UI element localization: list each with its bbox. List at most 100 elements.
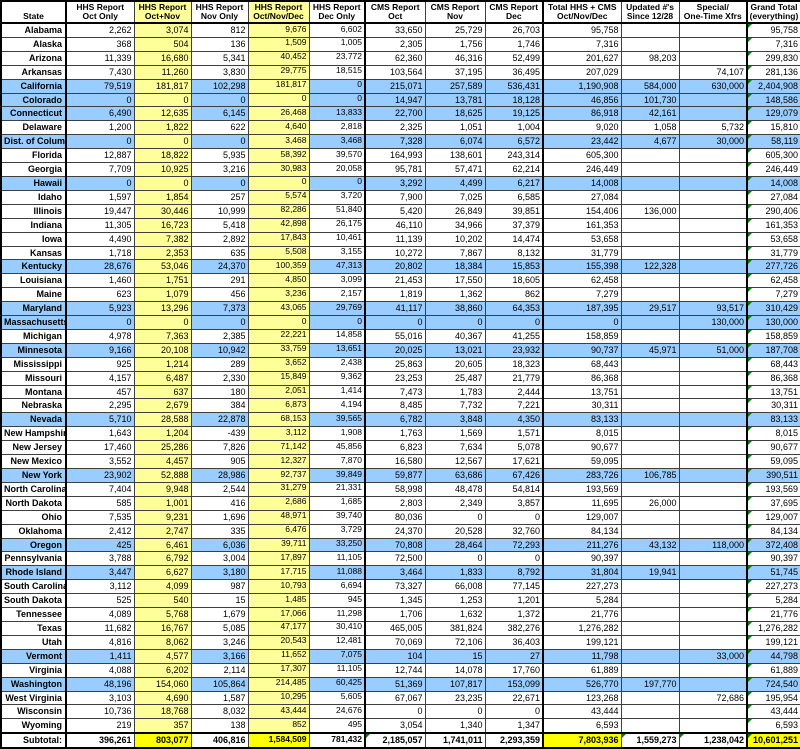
- cell-total[interactable]: 30,311: [542, 398, 622, 414]
- cell-cms_oct[interactable]: 6,782: [364, 412, 426, 428]
- cell-hhs_nov[interactable]: 0: [190, 134, 249, 150]
- cell-cms_nov[interactable]: 15: [424, 648, 486, 664]
- column-header-hhs-dec-only[interactable]: HHS Report Dec Only: [308, 0, 366, 24]
- cell-total[interactable]: 7,803,936: [542, 732, 622, 749]
- cell-special[interactable]: [678, 620, 748, 636]
- cell-cms_dec[interactable]: 1,571: [484, 426, 544, 442]
- cell-grand[interactable]: 7,316: [746, 36, 800, 52]
- cell-cms_oct[interactable]: 21,453: [364, 273, 426, 289]
- cell-grand[interactable]: 605,300: [746, 148, 800, 164]
- cell-cms_nov[interactable]: 1,741,011: [424, 732, 486, 749]
- cell-updated[interactable]: 98,203: [620, 50, 680, 66]
- cell-cms_dec[interactable]: 862: [484, 287, 544, 303]
- cell-cms_oct[interactable]: 33,650: [364, 22, 426, 38]
- cell-cms_dec[interactable]: 1,201: [484, 593, 544, 609]
- cell-hhs_nov[interactable]: 3,246: [190, 634, 249, 650]
- cell-special[interactable]: [678, 245, 748, 261]
- state-name-cell[interactable]: Georgia: [0, 162, 67, 177]
- cell-updated[interactable]: [620, 593, 680, 609]
- cell-cms_dec[interactable]: 243,314: [484, 148, 544, 164]
- cell-special[interactable]: [678, 273, 748, 289]
- cell-cms_nov[interactable]: 66,008: [424, 579, 486, 595]
- cell-special[interactable]: [678, 92, 748, 108]
- cell-total[interactable]: 605,300: [542, 148, 622, 164]
- cell-hhs_ond[interactable]: 33,759: [247, 342, 310, 358]
- cell-hhs_oct[interactable]: 7,404: [65, 481, 135, 497]
- cell-updated[interactable]: [620, 662, 680, 678]
- cell-hhs_ond[interactable]: 852: [247, 718, 310, 734]
- cell-total[interactable]: 129,007: [542, 509, 622, 525]
- cell-special[interactable]: [678, 704, 748, 720]
- state-name-cell[interactable]: Arkansas: [0, 64, 67, 80]
- state-name-cell[interactable]: North Carolina: [0, 481, 67, 497]
- cell-hhs_ond[interactable]: 3,112: [247, 426, 310, 442]
- cell-hhs_oct[interactable]: 6,490: [65, 106, 135, 122]
- column-header-hhs-oct-only[interactable]: HHS Report Oct Only: [65, 0, 135, 24]
- cell-hhs_octnov[interactable]: 2,747: [133, 523, 192, 539]
- cell-updated[interactable]: [620, 704, 680, 720]
- cell-updated[interactable]: [620, 426, 680, 442]
- cell-hhs_nov[interactable]: 5,418: [190, 217, 249, 233]
- cell-updated[interactable]: [620, 189, 680, 205]
- cell-hhs_ond[interactable]: 17,897: [247, 551, 310, 567]
- cell-special[interactable]: [678, 634, 748, 650]
- cell-hhs_octnov[interactable]: 7,363: [133, 328, 192, 344]
- cell-hhs_nov[interactable]: 406,816: [190, 732, 249, 749]
- cell-cms_oct[interactable]: 20,025: [364, 342, 426, 358]
- cell-total[interactable]: 27,084: [542, 189, 622, 205]
- cell-cms_nov[interactable]: 25,487: [424, 370, 486, 386]
- cell-cms_dec[interactable]: 17,760: [484, 662, 544, 678]
- cell-cms_nov[interactable]: 40,367: [424, 328, 486, 344]
- cell-cms_oct[interactable]: 1,345: [364, 593, 426, 609]
- cell-special[interactable]: [678, 676, 748, 692]
- cell-hhs_octnov[interactable]: 1,079: [133, 287, 192, 303]
- cell-cms_oct[interactable]: 7,473: [364, 384, 426, 400]
- cell-hhs_octnov[interactable]: 6,202: [133, 662, 192, 678]
- cell-hhs_oct[interactable]: 623: [65, 287, 135, 303]
- column-header-grand-total[interactable]: Grand Total (everything): [746, 0, 800, 24]
- cell-hhs_dec[interactable]: 0: [308, 92, 366, 108]
- cell-hhs_oct[interactable]: 0: [65, 92, 135, 108]
- cell-special[interactable]: [678, 328, 748, 344]
- cell-cms_dec[interactable]: 4,350: [484, 412, 544, 428]
- cell-grand[interactable]: 51,745: [746, 565, 800, 581]
- cell-hhs_ond[interactable]: 4,640: [247, 120, 310, 136]
- cell-grand[interactable]: 59,095: [746, 454, 800, 469]
- cell-grand[interactable]: 68,443: [746, 356, 800, 372]
- cell-hhs_ond[interactable]: 48,971: [247, 509, 310, 525]
- cell-special[interactable]: [678, 231, 748, 247]
- column-header-special-xfrs[interactable]: Special/ One-Time Xfrs: [678, 0, 748, 24]
- state-name-cell[interactable]: Colorado: [0, 92, 67, 108]
- cell-cms_nov[interactable]: 3,848: [424, 412, 486, 428]
- cell-total[interactable]: 9,020: [542, 120, 622, 136]
- cell-total[interactable]: 5,284: [542, 593, 622, 609]
- cell-special[interactable]: 630,000: [678, 78, 748, 94]
- cell-grand[interactable]: 95,758: [746, 22, 800, 38]
- cell-hhs_dec[interactable]: 23,772: [308, 50, 366, 66]
- state-name-cell[interactable]: Nebraska: [0, 398, 67, 414]
- cell-cms_oct[interactable]: 70,808: [364, 537, 426, 553]
- cell-total[interactable]: 187,395: [542, 301, 622, 317]
- cell-hhs_nov[interactable]: 1,679: [190, 607, 249, 622]
- cell-special[interactable]: [678, 454, 748, 469]
- cell-total[interactable]: 0: [542, 315, 622, 330]
- cell-hhs_octnov[interactable]: 25,286: [133, 440, 192, 456]
- cell-cms_nov[interactable]: 12,567: [424, 454, 486, 469]
- cell-updated[interactable]: 101,730: [620, 92, 680, 108]
- cell-updated[interactable]: 122,328: [620, 259, 680, 275]
- cell-hhs_ond[interactable]: 17,307: [247, 662, 310, 678]
- cell-hhs_oct[interactable]: 9,166: [65, 342, 135, 358]
- state-name-cell[interactable]: Hawaii: [0, 175, 67, 191]
- cell-special[interactable]: [678, 36, 748, 52]
- cell-total[interactable]: 155,398: [542, 259, 622, 275]
- cell-total[interactable]: 31,779: [542, 245, 622, 261]
- cell-hhs_dec[interactable]: 2,157: [308, 287, 366, 303]
- state-name-cell[interactable]: Ohio: [0, 509, 67, 525]
- cell-hhs_oct[interactable]: 2,262: [65, 22, 135, 38]
- cell-updated[interactable]: [620, 523, 680, 539]
- cell-grand[interactable]: 199,121: [746, 634, 800, 650]
- cell-total[interactable]: 83,133: [542, 412, 622, 428]
- state-name-cell[interactable]: Tennessee: [0, 607, 67, 622]
- cell-grand[interactable]: 14,008: [746, 175, 800, 191]
- cell-cms_nov[interactable]: 17,550: [424, 273, 486, 289]
